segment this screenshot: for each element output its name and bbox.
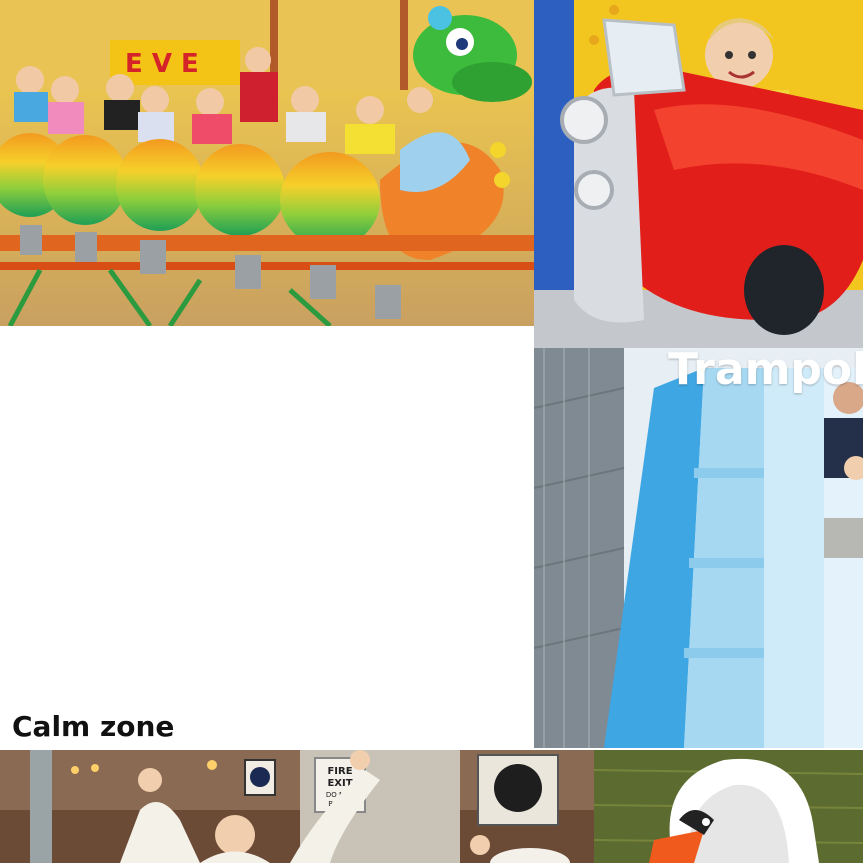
calm-zone-title: Calm zone xyxy=(12,710,175,743)
swan-image xyxy=(594,750,863,863)
coaster-tile[interactable]: E V E xyxy=(0,0,534,326)
trampoline-title: Trampoline xyxy=(668,344,863,395)
car-tile[interactable] xyxy=(534,0,863,348)
fire-exit-line1: FIRE xyxy=(327,766,352,777)
slide-tile[interactable] xyxy=(534,348,863,748)
fire-exit-line2: EXIT xyxy=(327,778,352,789)
restaurant-image: FIRE EXIT DO NOT BLOCK xyxy=(0,750,594,863)
restaurant-tile[interactable]: FIRE EXIT DO NOT BLOCK xyxy=(0,750,594,863)
slide-image xyxy=(534,348,863,748)
coaster-image: E V E xyxy=(0,0,534,326)
svg-text:E V E: E V E xyxy=(125,49,199,79)
car-image xyxy=(534,0,863,348)
swan-tile[interactable] xyxy=(594,750,863,863)
